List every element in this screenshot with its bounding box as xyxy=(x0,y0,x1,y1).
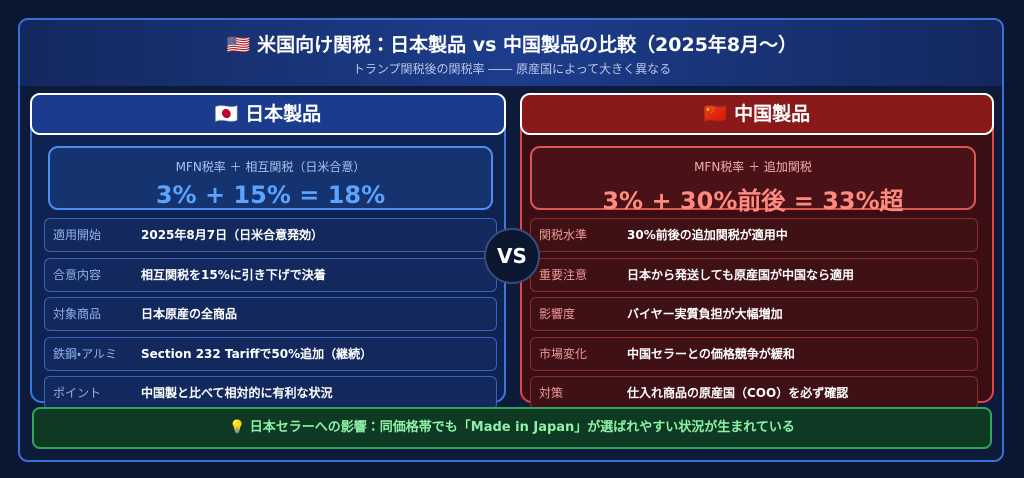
row-value: 中国製と比べて相対的に有利な状況 xyxy=(141,386,333,400)
row-value: 相互関税を15%に引き下げで決着 xyxy=(141,267,326,282)
row-label: 関税水準 xyxy=(539,228,588,242)
info-row: 合意内容 相互関税を15%に引き下げで決着 xyxy=(44,257,497,292)
info-row: 鉄鋼・アルミ Section 232 Tariffで50%追加（継続） xyxy=(44,336,497,371)
info-row: 影響度 バイヤー実質負担が大幅増加 xyxy=(530,297,978,331)
formula: 3% + 30%前後 = 33%超 xyxy=(602,187,904,215)
formula-label: MFN税率 ＋ 相互関税（日米合意） xyxy=(175,160,366,174)
info-row: 対策 仕入れ商品の原産国（COO）を必ず確認 xyxy=(530,376,978,410)
china-heading: 🇨🇳 中国製品 xyxy=(520,93,994,135)
footer-note: 💡 日本セラーへの影響：同価格帯でも「Made in Japan」が選ばれやすい… xyxy=(32,407,992,449)
formula: 3% + 15% = 18% xyxy=(155,181,386,209)
info-row: 市場変化 中国セラーとの価格競争が緩和 xyxy=(530,336,978,371)
info-row: 適用開始 2025年8月7日（日米合意発効） xyxy=(44,218,497,252)
info-row: 対象商品 日本原産の全商品 xyxy=(44,297,497,331)
subtitle: トランプ関税後の関税率 ―― 原産国によって大きく異なる xyxy=(352,62,672,76)
row-label: 対策 xyxy=(539,386,564,400)
row-label: 影響度 xyxy=(539,307,576,321)
row-label: 重要注意 xyxy=(539,267,588,282)
vs-badge: VS xyxy=(484,228,540,284)
info-row: 重要注意 日本から発送しても原産国が中国なら適用 xyxy=(530,257,978,292)
row-label: 対象商品 xyxy=(53,307,102,321)
row-value: 仕入れ商品の原産国（COO）を必ず確認 xyxy=(627,386,849,400)
row-label: 市場変化 xyxy=(539,346,588,361)
row-label: ポイント xyxy=(53,386,102,400)
japan-heading: 🇯🇵 日本製品 xyxy=(30,93,506,135)
info-row: ポイント 中国製と比べて相対的に有利な状況 xyxy=(44,376,497,410)
header-bar xyxy=(20,20,1002,86)
row-value: 中国セラーとの価格競争が緩和 xyxy=(627,346,795,361)
row-value: バイヤー実質負担が大幅増加 xyxy=(627,307,783,321)
japan-formula-box: MFN税率 ＋ 相互関税（日米合意） 3% + 15% = 18% xyxy=(48,146,493,210)
title: 🇺🇸 米国向け関税：日本製品 vs 中国製品の比較（2025年8月〜） xyxy=(226,34,798,56)
row-label: 鉄鋼・アルミ xyxy=(53,346,117,361)
row-value: 日本原産の全商品 xyxy=(141,307,238,321)
row-value: 2025年8月7日（日米合意発効） xyxy=(141,228,324,242)
row-value: 30%前後の追加関税が適用中 xyxy=(627,228,788,242)
row-label: 合意内容 xyxy=(53,267,102,282)
row-value: 日本から発送しても原産国が中国なら適用 xyxy=(627,267,855,282)
china-formula-box: MFN税率 ＋ 追加関税 3% + 30%前後 = 33%超 xyxy=(530,146,976,215)
info-row: 関税水準 30%前後の追加関税が適用中 xyxy=(530,218,978,252)
row-value: Section 232 Tariffで50%追加（継続） xyxy=(141,346,373,361)
row-label: 適用開始 xyxy=(53,228,102,242)
formula-label: MFN税率 ＋ 追加関税 xyxy=(694,160,812,174)
